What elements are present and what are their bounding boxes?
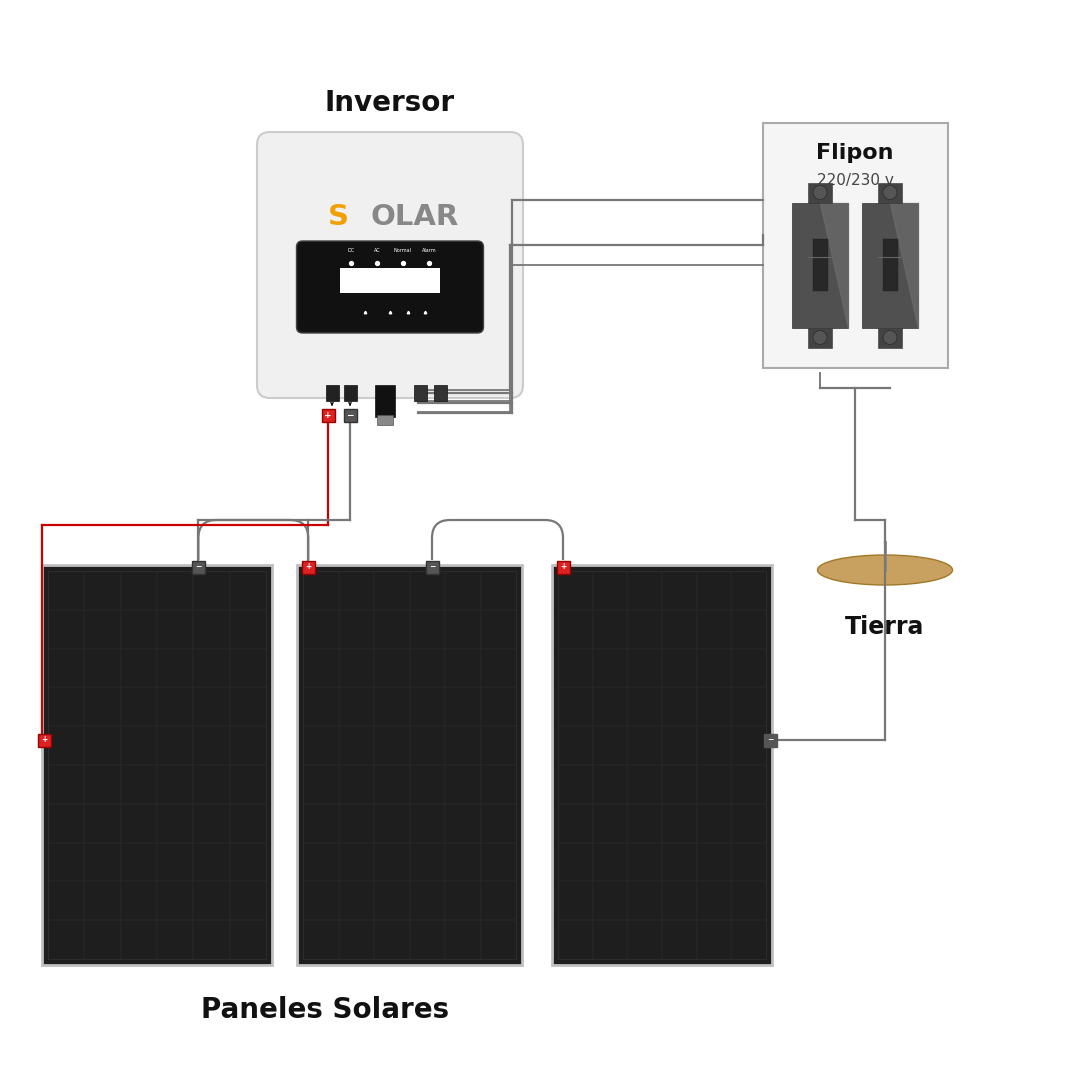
Text: Flipon: Flipon xyxy=(816,143,894,162)
Bar xyxy=(303,571,516,959)
FancyArrowPatch shape xyxy=(349,403,351,405)
Bar xyxy=(48,571,266,959)
FancyBboxPatch shape xyxy=(257,132,523,399)
Text: Paneles Solares: Paneles Solares xyxy=(201,996,449,1024)
Text: Normal: Normal xyxy=(394,248,411,253)
Text: +: + xyxy=(559,563,566,571)
Bar xyxy=(792,203,848,327)
Bar xyxy=(297,565,522,966)
Ellipse shape xyxy=(818,555,953,585)
Text: +: + xyxy=(324,410,332,419)
Bar xyxy=(878,327,902,348)
Bar xyxy=(301,561,314,573)
Bar xyxy=(808,183,832,203)
Bar xyxy=(322,408,335,421)
Bar xyxy=(434,384,447,401)
Bar xyxy=(882,239,897,291)
Text: −: − xyxy=(347,410,354,419)
Bar xyxy=(808,327,832,348)
Bar xyxy=(414,384,427,401)
Bar xyxy=(375,384,395,417)
Bar xyxy=(812,239,827,291)
FancyBboxPatch shape xyxy=(297,241,484,333)
Text: −: − xyxy=(195,563,202,571)
FancyArrowPatch shape xyxy=(330,403,333,405)
Bar xyxy=(426,561,438,573)
Bar xyxy=(556,561,569,573)
Text: AC: AC xyxy=(374,248,380,253)
Text: 220/230 v: 220/230 v xyxy=(816,173,893,188)
Text: Alarm: Alarm xyxy=(421,248,436,253)
Bar xyxy=(340,268,440,293)
Bar xyxy=(192,561,205,573)
Bar xyxy=(764,733,777,746)
Text: +: + xyxy=(41,735,48,744)
Bar xyxy=(552,565,772,966)
Bar xyxy=(42,565,272,966)
Bar xyxy=(862,203,918,327)
Text: +: + xyxy=(306,563,311,571)
Polygon shape xyxy=(820,203,848,327)
Circle shape xyxy=(813,186,827,200)
Text: −: − xyxy=(767,735,773,744)
Text: S: S xyxy=(327,203,349,231)
Bar xyxy=(762,122,947,367)
Bar xyxy=(558,571,766,959)
Text: −: − xyxy=(429,563,435,571)
Circle shape xyxy=(883,186,897,200)
Text: DC: DC xyxy=(348,248,354,253)
Circle shape xyxy=(813,330,827,345)
Polygon shape xyxy=(890,203,918,327)
Bar xyxy=(345,384,357,401)
Bar xyxy=(38,733,51,746)
Text: Tierra: Tierra xyxy=(846,615,924,639)
Bar xyxy=(326,384,339,401)
Text: Inversor: Inversor xyxy=(325,89,455,117)
Bar xyxy=(343,408,356,421)
Circle shape xyxy=(883,330,897,345)
Text: OLAR: OLAR xyxy=(370,203,459,231)
Bar xyxy=(377,415,393,426)
Bar xyxy=(878,183,902,203)
